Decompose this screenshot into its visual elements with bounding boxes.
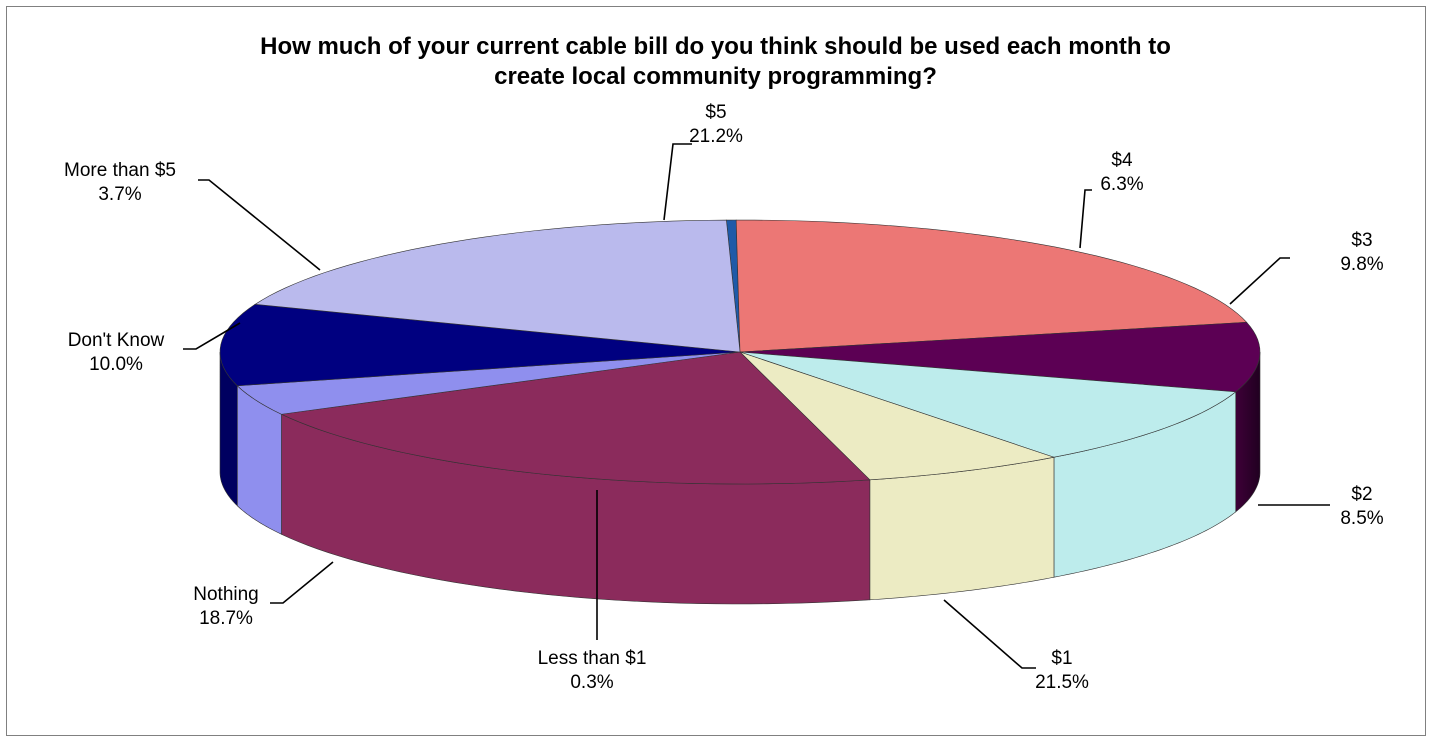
pie-slice-5 (280, 351, 871, 485)
slice-value-5: 21.2% (689, 126, 743, 147)
slice-value-0: 0.3% (570, 672, 613, 693)
leader-line-1 (943, 599, 1036, 669)
slice-value-4: 6.3% (1100, 174, 1143, 195)
leader-line-6 (198, 179, 321, 271)
slice-label-8: Nothing (193, 584, 259, 605)
slice-value-6: 3.7% (98, 184, 141, 205)
slice-side-4 (869, 456, 1055, 601)
pie-slice-1 (735, 219, 1248, 353)
slice-label-6: More than $5 (64, 160, 176, 181)
pie-slice-4 (739, 351, 1056, 481)
chart-title: How much of your current cable bill do y… (0, 32, 1431, 92)
pie-slice-2 (739, 321, 1261, 393)
slice-value-1: 21.5% (1035, 672, 1089, 693)
pie-sides (219, 351, 1261, 605)
pie-slice-3 (739, 351, 1237, 458)
pie-slice-8 (254, 219, 741, 353)
leader-line-8 (270, 561, 334, 604)
slice-label-0: Less than $1 (538, 648, 647, 669)
slice-label-4: $4 (1111, 150, 1133, 171)
leader-line-7 (183, 322, 241, 350)
leader-line-3 (1229, 257, 1290, 305)
slice-label-7: Don't Know (68, 330, 165, 351)
pie-slice-6 (236, 351, 741, 415)
leader-lines (183, 143, 1330, 669)
slice-label-1: $1 (1051, 648, 1072, 669)
leader-line-5 (663, 143, 692, 221)
slice-label-3: $3 (1351, 230, 1372, 251)
slice-value-3: 9.8% (1340, 254, 1383, 275)
leader-line-4 (1079, 189, 1092, 249)
pie-slices (219, 219, 1261, 485)
slice-value-2: 8.5% (1340, 508, 1383, 529)
slice-value-8: 18.7% (199, 608, 253, 629)
slice-label-5: $5 (705, 102, 726, 123)
slice-label-2: $2 (1351, 484, 1372, 505)
chart-title-line-2: create local community programming? (494, 63, 937, 90)
chart-title-line-1: How much of your current cable bill do y… (260, 33, 1171, 60)
slice-value-7: 10.0% (89, 354, 143, 375)
slice-labels: Less than $1 0.3% $1 21.5% $2 8.5% $3 9.8% $4 6.3… (64, 102, 1384, 693)
pie-slice-7 (219, 304, 741, 387)
